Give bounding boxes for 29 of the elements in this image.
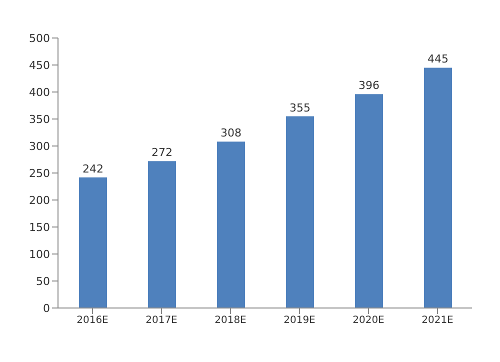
y-tick-label: 400	[29, 86, 50, 99]
x-tick-label: 2019E	[284, 315, 316, 326]
x-tick-label: 2017E	[146, 315, 178, 326]
y-tick-label: 0	[43, 302, 50, 315]
data-label: 355	[290, 101, 310, 114]
y-tick-label: 250	[29, 166, 50, 180]
x-tick-label: 2018E	[214, 315, 246, 326]
bar	[79, 177, 107, 308]
data-label: 396	[358, 79, 380, 92]
x-tick-label: 2016E	[76, 315, 108, 326]
y-tick-label: 150	[29, 220, 50, 234]
data-label: 242	[82, 162, 104, 176]
y-tick-label: 200	[29, 194, 50, 207]
bar	[424, 68, 452, 308]
y-tick-label: 450	[29, 58, 50, 72]
y-tick-label: 300	[29, 140, 50, 153]
data-label: 445	[428, 52, 448, 66]
bar	[286, 116, 314, 308]
x-tick-label: 2021E	[422, 315, 454, 326]
y-tick-label: 500	[29, 32, 50, 45]
data-label: 308	[220, 126, 242, 140]
y-tick-label: 350	[29, 112, 50, 126]
bar	[217, 142, 245, 308]
x-tick-label: 2020E	[352, 315, 384, 326]
bar	[355, 94, 383, 308]
y-tick-label: 100	[29, 248, 50, 261]
bar	[148, 161, 176, 308]
y-tick-label: 50	[36, 274, 50, 288]
data-label: 272	[152, 146, 172, 160]
